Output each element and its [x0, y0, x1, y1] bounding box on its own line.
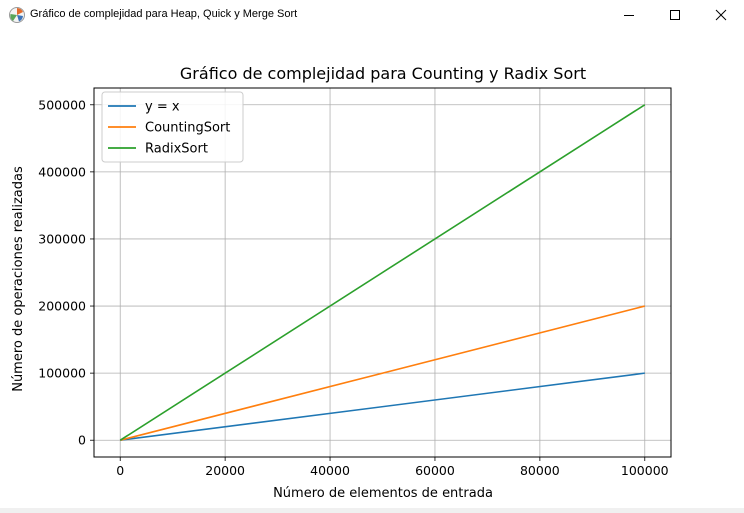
chart: 0 20000 40000 60000 80000 100000 0 100000 200000…: [11, 64, 672, 501]
x-axis-label: Número de elementos de entrada: [273, 486, 493, 501]
series-line-1: [120, 305, 645, 442]
y-axis-label: Número de operaciones realizadas: [11, 166, 26, 392]
legend-label: RadixSort: [145, 142, 208, 157]
close-button[interactable]: [698, 0, 744, 30]
window-title: Gráfico de complejidad para Heap, Quick …: [30, 8, 298, 20]
y-tick-label: 100000: [38, 366, 86, 381]
close-icon: [715, 9, 727, 21]
y-tick-label: 500000: [38, 97, 86, 112]
window-bottom-edge: [0, 508, 744, 513]
legend: y = x CountingSort RadixSort: [101, 91, 244, 163]
matplotlib-icon: [9, 7, 25, 23]
window-titlebar: Gráfico de complejidad para Heap, Quick …: [0, 0, 744, 30]
legend-label: CountingSort: [145, 121, 230, 136]
series-line-2: [119, 104, 646, 441]
x-tick-label: 20000: [205, 463, 245, 478]
figure-canvas: 0 20000 40000 60000 80000 100000 0 100000 200000…: [0, 30, 744, 508]
legend-box: [101, 91, 244, 163]
minimize-icon: [624, 15, 634, 16]
x-tick-label: 0: [116, 463, 124, 478]
x-tick-label: 80000: [520, 463, 560, 478]
minimize-button[interactable]: [606, 0, 652, 30]
maximize-button[interactable]: [652, 0, 698, 30]
axes-frame: [93, 87, 672, 458]
y-tick-label: 200000: [38, 299, 86, 314]
x-tick-label: 60000: [415, 463, 455, 478]
legend-label: y = x: [145, 100, 180, 115]
x-tick-label: 40000: [310, 463, 350, 478]
series-line-0: [120, 372, 645, 442]
maximize-icon: [670, 10, 680, 20]
y-tick-label: 400000: [38, 164, 86, 179]
chart-title: Gráfico de complejidad para Counting y R…: [180, 64, 586, 83]
y-tick-label: 300000: [38, 231, 86, 246]
x-tick-label: 100000: [621, 463, 669, 478]
y-tick-label: 0: [78, 433, 86, 448]
